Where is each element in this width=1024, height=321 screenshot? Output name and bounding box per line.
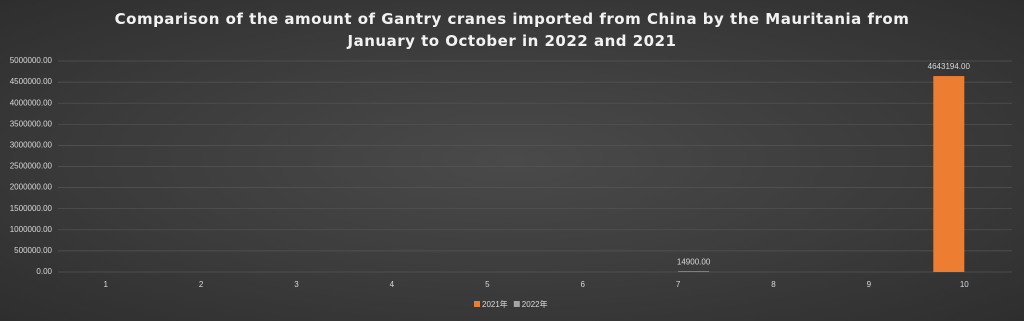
y-tick-label: 2500000.00	[10, 162, 53, 171]
y-tick-label: 2000000.00	[10, 183, 53, 192]
legend-label: 2021年	[482, 299, 508, 309]
data-label: 14900.00	[677, 257, 711, 266]
y-tick-label: 3500000.00	[10, 119, 53, 128]
x-tick-label: 2	[199, 280, 204, 289]
y-tick-label: 1000000.00	[10, 225, 53, 234]
x-tick-label: 7	[676, 280, 681, 289]
x-tick-label: 3	[294, 280, 299, 289]
x-tick-label: 9	[867, 280, 872, 289]
legend-swatch	[513, 301, 520, 307]
y-tick-label: 5000000.00	[10, 56, 53, 65]
y-tick-label: 3000000.00	[10, 141, 53, 150]
legend-label: 2022年	[522, 299, 548, 309]
x-tick-label: 8	[771, 280, 776, 289]
y-tick-label: 4500000.00	[10, 77, 53, 86]
x-tick-label: 5	[485, 280, 490, 289]
y-tick-label: 500000.00	[14, 246, 52, 255]
y-tick-label: 1500000.00	[10, 204, 53, 213]
x-tick-label: 4	[390, 280, 395, 289]
y-tick-label: 0.00	[36, 267, 52, 276]
x-tick-label: 10	[960, 280, 969, 289]
y-tick-label: 4000000.00	[10, 98, 53, 107]
chart-title: Comparison of the amount of Gantry crane…	[114, 10, 910, 50]
bar	[678, 271, 710, 272]
x-tick-label: 1	[103, 280, 108, 289]
legend-swatch	[474, 301, 480, 307]
x-tick-label: 6	[580, 280, 585, 289]
bar	[933, 76, 965, 272]
data-label: 4643194.00	[928, 62, 971, 71]
